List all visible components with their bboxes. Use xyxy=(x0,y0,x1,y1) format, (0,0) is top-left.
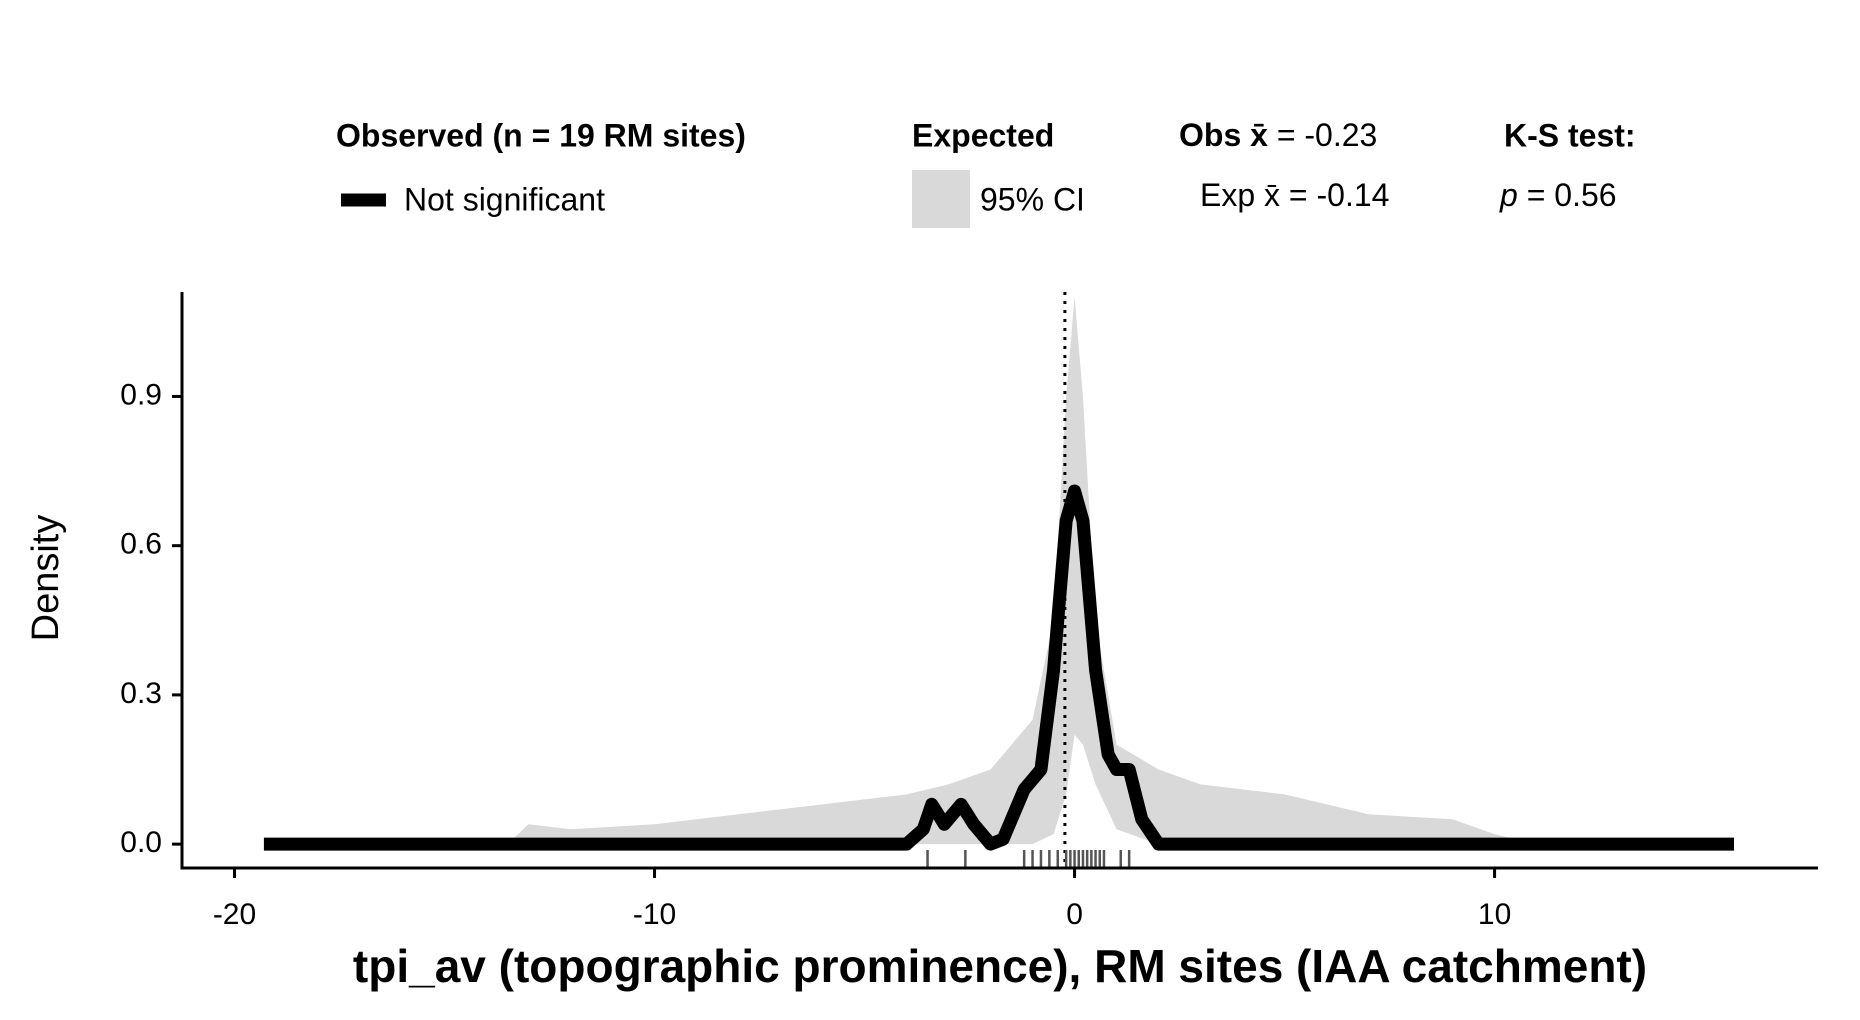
y-axis-title: Density xyxy=(25,515,67,642)
y-tick-label: 0.6 xyxy=(120,528,162,561)
plot-area: 0.0 0.3 0.6 0.9 -20 -10 0 10 xyxy=(120,292,1818,931)
x-tick-label: 0 xyxy=(1066,898,1083,931)
y-tick-label: 0.9 xyxy=(120,378,162,411)
legend-label: 95% CI xyxy=(980,181,1085,217)
obs-mean: Obs x̄ = -0.23 xyxy=(1179,117,1377,153)
legend-swatch xyxy=(912,170,970,228)
x-tick-label: -20 xyxy=(213,898,256,931)
density-line xyxy=(263,484,1734,851)
y-tick-label: 0.0 xyxy=(120,826,162,859)
exp-mean-value: = -0.14 xyxy=(1289,177,1390,213)
ks-title: K-S test: xyxy=(1504,117,1636,153)
legend-label: Not significant xyxy=(404,181,605,217)
x-tick-label: -10 xyxy=(633,898,676,931)
exp-mean: Exp x̄ = -0.14 xyxy=(1200,177,1389,213)
ks-p-label: p xyxy=(1499,177,1518,213)
legend-title: Expected xyxy=(912,117,1054,153)
x-axis-title: tpi_av (topographic prominence), RM site… xyxy=(353,940,1647,992)
ci-band xyxy=(507,296,1537,845)
obs-mean-value: = -0.23 xyxy=(1277,117,1378,153)
ks-p-value: = 0.56 xyxy=(1527,177,1617,213)
exp-mean-label: Exp x̄ xyxy=(1200,177,1280,213)
ks-value: p = 0.56 xyxy=(1499,177,1617,213)
obs-mean-label: Obs x̄ xyxy=(1179,117,1268,153)
y-tick-label: 0.3 xyxy=(120,677,162,710)
legend-title: Observed (n = 19 RM sites) xyxy=(336,117,746,153)
x-tick-label: 10 xyxy=(1478,898,1511,931)
